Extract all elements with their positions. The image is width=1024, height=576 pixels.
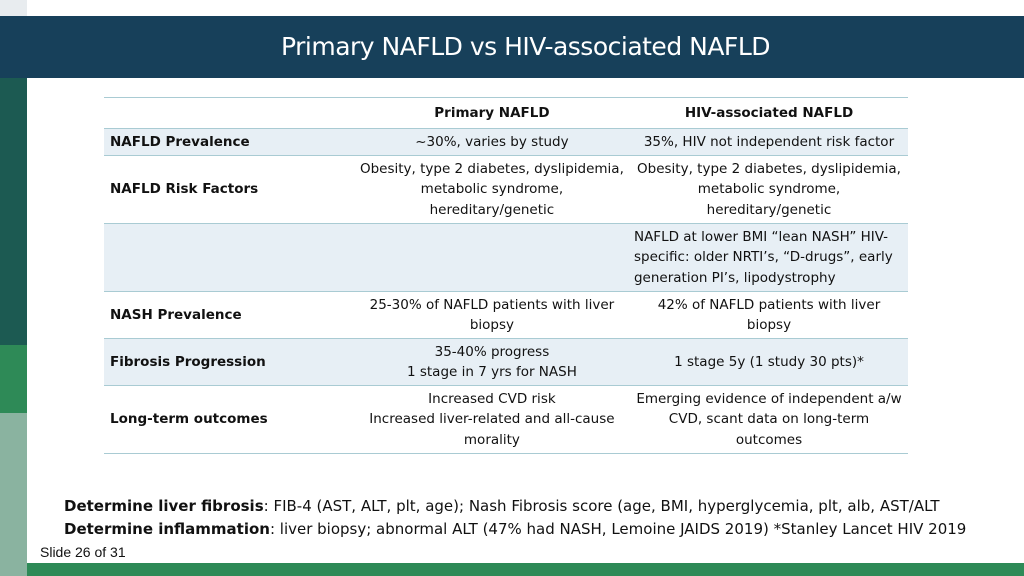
note-fibrosis: Determine liver fibrosis: FIB-4 (AST, AL… — [64, 497, 940, 515]
table-row: Fibrosis Progression 35-40% progress 1 s… — [104, 338, 908, 386]
primary-cell-line: 1 stage in 7 yrs for NASH — [406, 364, 577, 380]
primary-cell: Increased CVD risk Increased liver-relat… — [354, 386, 630, 454]
strip-segment — [0, 413, 27, 576]
table-header-row: Primary NAFLD HIV-associated NAFLD — [104, 97, 908, 129]
note-inflammation: Determine inflammation: liver biopsy; ab… — [64, 520, 966, 538]
strip-segment — [0, 16, 27, 78]
header-cell-primary: Primary NAFLD — [434, 104, 550, 121]
primary-cell: Obesity, type 2 diabetes, dyslipidemia, … — [359, 160, 624, 218]
row-label: NAFLD Prevalence — [110, 133, 250, 150]
row-label: NASH Prevalence — [110, 306, 242, 323]
bottom-accent-bar — [27, 563, 1024, 576]
strip-segment — [0, 345, 27, 413]
header-cell-hiv: HIV-associated NAFLD — [684, 104, 854, 121]
row-label — [104, 224, 354, 292]
primary-cell: 25-30% of NAFLD patients with liver biop… — [369, 296, 615, 334]
slide-title: Primary NAFLD vs HIV-associated NAFLD — [281, 32, 771, 61]
strip-segment — [0, 0, 27, 16]
primary-cell: ~30%, varies by study — [415, 133, 569, 150]
primary-cell-line: Increased liver-related and all-cause mo… — [369, 411, 615, 448]
strip-segment — [0, 78, 27, 345]
hiv-cell: Obesity, type 2 diabetes, dyslipidemia, … — [637, 160, 901, 218]
hiv-cell: 42% of NAFLD patients with liver biopsy — [657, 296, 881, 334]
table-row: Long-term outcomes Increased CVD risk In… — [104, 386, 908, 454]
hiv-cell: NAFLD at lower BMI “lean NASH” HIV-speci… — [633, 228, 893, 286]
hiv-cell: Emerging evidence of independent a/w CVD… — [636, 390, 902, 448]
table-row: NAFLD Risk Factors Obesity, type 2 diabe… — [104, 156, 908, 224]
primary-cell — [354, 224, 630, 292]
primary-cell-line: 35-40% progress — [434, 343, 550, 360]
row-label: Long-term outcomes — [110, 411, 268, 428]
row-label: NAFLD Risk Factors — [110, 181, 259, 198]
slide-number: Slide 26 of 31 — [40, 544, 126, 560]
primary-cell: 35-40% progress 1 stage in 7 yrs for NAS… — [354, 339, 630, 386]
hiv-cell: 35%, HIV not independent risk factor — [643, 133, 895, 150]
note-inflammation-text: : liver biopsy; abnormal ALT (47% had NA… — [269, 520, 967, 538]
table-row: NAFLD at lower BMI “lean NASH” HIV-speci… — [104, 223, 908, 292]
title-bar: Primary NAFLD vs HIV-associated NAFLD — [27, 16, 1024, 78]
note-inflammation-heading: Determine inflammation — [64, 520, 270, 538]
note-fibrosis-text: : FIB-4 (AST, ALT, plt, age); Nash Fibro… — [263, 497, 940, 515]
comparison-table: Primary NAFLD HIV-associated NAFLD NAFLD… — [104, 97, 908, 454]
left-accent-strip — [0, 0, 27, 576]
header-cell-empty — [104, 98, 354, 129]
table-row: NAFLD Prevalence ~30%, varies by study 3… — [104, 128, 908, 156]
table-row: NASH Prevalence 25-30% of NAFLD patients… — [104, 292, 908, 339]
row-label: Fibrosis Progression — [110, 353, 266, 370]
note-fibrosis-heading: Determine liver fibrosis — [64, 497, 264, 515]
primary-cell-line: Increased CVD risk — [428, 390, 556, 407]
hiv-cell: 1 stage 5y (1 study 30 pts)* — [674, 353, 864, 370]
